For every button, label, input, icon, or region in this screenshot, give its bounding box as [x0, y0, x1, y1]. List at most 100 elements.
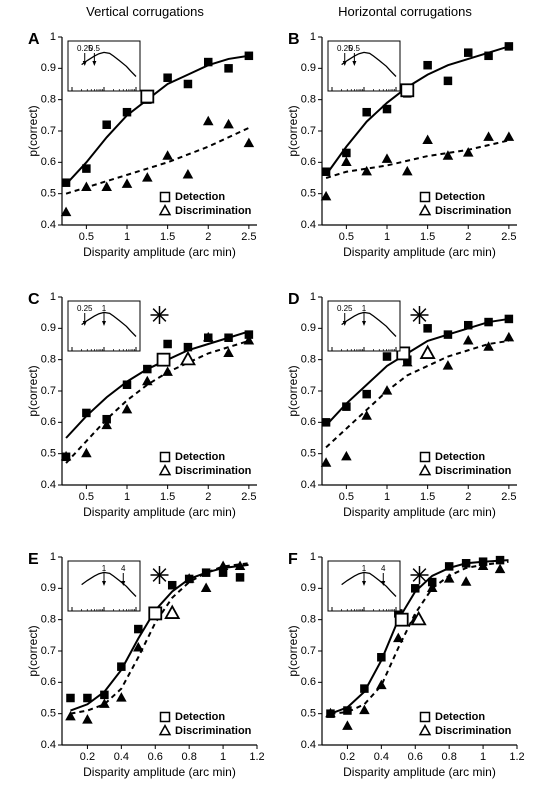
svg-text:0.9: 0.9	[41, 62, 56, 74]
svg-text:1: 1	[362, 304, 367, 313]
svg-text:0.4: 0.4	[41, 219, 56, 231]
svg-text:1: 1	[310, 31, 316, 43]
svg-text:1: 1	[102, 564, 107, 573]
svg-text:0.6: 0.6	[408, 751, 423, 763]
svg-text:Detection: Detection	[435, 451, 485, 463]
svg-text:Detection: Detection	[435, 711, 485, 723]
svg-text:0.5: 0.5	[349, 44, 361, 53]
svg-text:2: 2	[465, 491, 471, 503]
svg-text:2.5: 2.5	[501, 491, 516, 503]
svg-text:0.7: 0.7	[41, 645, 56, 657]
svg-text:Detection: Detection	[175, 711, 225, 723]
svg-text:0.25: 0.25	[77, 304, 93, 313]
svg-text:Disparity amplitude (arc min): Disparity amplitude (arc min)	[343, 505, 496, 519]
svg-text:0.5: 0.5	[301, 708, 316, 720]
svg-text:0.8: 0.8	[182, 751, 197, 763]
figure-page: Vertical corrugations Horizontal corruga…	[0, 0, 537, 801]
svg-text:Disparity amplitude (arc min): Disparity amplitude (arc min)	[83, 765, 236, 779]
svg-text:1.2: 1.2	[249, 751, 264, 763]
panel-a: A0.40.50.60.70.80.910.511.522.5p(correct…	[20, 25, 265, 265]
svg-text:0.8: 0.8	[301, 354, 316, 366]
svg-text:0.5: 0.5	[339, 231, 354, 243]
svg-text:0.5: 0.5	[301, 188, 316, 200]
svg-text:4: 4	[381, 564, 386, 573]
svg-text:Discrimination: Discrimination	[435, 205, 512, 217]
svg-text:0.7: 0.7	[301, 125, 316, 137]
svg-text:0.8: 0.8	[442, 751, 457, 763]
svg-text:p(correct): p(correct)	[286, 625, 300, 676]
svg-text:0.5: 0.5	[41, 188, 56, 200]
svg-text:0.6: 0.6	[41, 416, 56, 428]
svg-text:Discrimination: Discrimination	[175, 205, 252, 217]
svg-text:0.8: 0.8	[41, 354, 56, 366]
svg-text:1: 1	[310, 551, 316, 563]
svg-text:0.4: 0.4	[374, 751, 389, 763]
svg-text:0.5: 0.5	[41, 708, 56, 720]
svg-text:1: 1	[50, 291, 56, 303]
svg-text:0.9: 0.9	[41, 322, 56, 334]
svg-text:1.5: 1.5	[420, 491, 435, 503]
svg-text:1: 1	[124, 231, 130, 243]
svg-text:0.7: 0.7	[41, 125, 56, 137]
panel-label-b: B	[288, 31, 300, 49]
svg-text:1: 1	[50, 31, 56, 43]
svg-text:p(correct): p(correct)	[286, 365, 300, 416]
svg-text:p(correct): p(correct)	[286, 105, 300, 156]
panel-label-c: C	[28, 291, 40, 309]
svg-text:1: 1	[310, 291, 316, 303]
svg-text:0.4: 0.4	[301, 739, 316, 751]
svg-text:Disparity amplitude (arc min): Disparity amplitude (arc min)	[343, 765, 496, 779]
svg-text:0.8: 0.8	[41, 614, 56, 626]
svg-text:2: 2	[205, 231, 211, 243]
svg-text:0.9: 0.9	[301, 322, 316, 334]
panel-b: B0.40.50.60.70.80.910.511.522.5p(correct…	[280, 25, 525, 265]
svg-text:1.5: 1.5	[160, 231, 175, 243]
svg-text:2.5: 2.5	[501, 231, 516, 243]
svg-text:2.5: 2.5	[241, 231, 256, 243]
svg-text:Disparity amplitude (arc min): Disparity amplitude (arc min)	[343, 245, 496, 259]
svg-text:4: 4	[121, 564, 126, 573]
panel-label-f: F	[288, 551, 298, 569]
svg-text:0.5: 0.5	[79, 491, 94, 503]
col-header-left: Vertical corrugations	[20, 4, 270, 19]
panel-label-d: D	[288, 291, 300, 309]
svg-text:1.2: 1.2	[509, 751, 524, 763]
svg-text:0.6: 0.6	[41, 676, 56, 688]
svg-text:0.6: 0.6	[301, 156, 316, 168]
svg-text:0.4: 0.4	[41, 739, 56, 751]
svg-text:1: 1	[384, 231, 390, 243]
panel-e: E0.40.50.60.70.80.910.20.40.60.811.2p(co…	[20, 545, 265, 785]
svg-text:0.9: 0.9	[41, 582, 56, 594]
svg-text:Disparity amplitude (arc min): Disparity amplitude (arc min)	[83, 245, 236, 259]
svg-text:0.5: 0.5	[301, 448, 316, 460]
svg-text:p(correct): p(correct)	[26, 105, 40, 156]
svg-text:Disparity amplitude (arc min): Disparity amplitude (arc min)	[83, 505, 236, 519]
svg-text:1.5: 1.5	[420, 231, 435, 243]
svg-text:Detection: Detection	[175, 451, 225, 463]
svg-text:2: 2	[205, 491, 211, 503]
svg-text:0.7: 0.7	[301, 385, 316, 397]
svg-text:Detection: Detection	[435, 191, 485, 203]
svg-text:0.9: 0.9	[301, 62, 316, 74]
panel-f: F0.40.50.60.70.80.910.20.40.60.811.2p(co…	[280, 545, 525, 785]
svg-text:0.4: 0.4	[301, 479, 316, 491]
svg-text:0.5: 0.5	[41, 448, 56, 460]
svg-text:1: 1	[480, 751, 486, 763]
svg-text:0.9: 0.9	[301, 582, 316, 594]
svg-text:0.5: 0.5	[79, 231, 94, 243]
svg-text:0.6: 0.6	[41, 156, 56, 168]
svg-text:0.5: 0.5	[89, 44, 101, 53]
svg-text:p(correct): p(correct)	[26, 365, 40, 416]
svg-text:0.7: 0.7	[301, 645, 316, 657]
panel-d: D0.40.50.60.70.80.910.511.522.5p(correct…	[280, 285, 525, 525]
svg-text:Discrimination: Discrimination	[175, 465, 252, 477]
svg-text:0.4: 0.4	[114, 751, 129, 763]
svg-text:Discrimination: Discrimination	[435, 465, 512, 477]
svg-text:0.2: 0.2	[80, 751, 95, 763]
panel-c: C0.40.50.60.70.80.910.511.522.5p(correct…	[20, 285, 265, 525]
panel-label-a: A	[28, 31, 40, 49]
svg-text:1: 1	[384, 491, 390, 503]
svg-text:0.4: 0.4	[41, 479, 56, 491]
svg-text:0.4: 0.4	[301, 219, 316, 231]
svg-text:1: 1	[220, 751, 226, 763]
